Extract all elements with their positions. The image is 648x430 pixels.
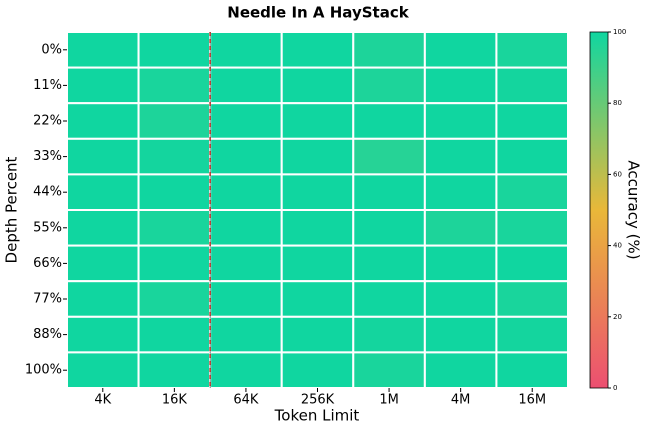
heatmap-cell	[137, 66, 212, 105]
colorbar-tick-label: 100	[613, 28, 626, 36]
heatmap-cell	[423, 66, 498, 105]
heatmap-cell	[495, 280, 569, 318]
heatmap-cell	[423, 209, 498, 247]
heatmap-cell	[352, 315, 426, 354]
heatmap-cell	[352, 102, 426, 140]
heatmap-cell	[352, 173, 426, 211]
heatmap-cell	[495, 66, 569, 105]
heatmap-cell	[137, 137, 212, 176]
heatmap-cell	[423, 31, 498, 69]
heatmap-cell	[352, 351, 426, 389]
x-tick-label: 64K	[233, 393, 259, 408]
heatmap-cell	[137, 280, 212, 318]
y-tick-label: 55%	[33, 220, 62, 235]
heatmap-cell	[66, 280, 140, 318]
x-tick-label: 1M	[379, 393, 399, 408]
heatmap-cell	[66, 137, 140, 176]
y-tick-label: 77%	[33, 292, 62, 307]
y-tick-label: 44%	[33, 185, 62, 200]
heatmap-cell	[66, 244, 140, 283]
heatmap-cell	[280, 351, 355, 389]
heatmap-cell	[209, 244, 283, 283]
heatmap-cell	[137, 102, 212, 140]
heatmap-cell	[137, 209, 212, 247]
heatmap-cell	[495, 315, 569, 354]
heatmap-cell	[280, 173, 355, 211]
colorbar	[589, 31, 609, 389]
heatmap-cell	[352, 280, 426, 318]
heatmap-cell	[423, 351, 498, 389]
x-axis-label: Token Limit	[274, 407, 360, 425]
heatmap-cell	[66, 209, 140, 247]
heatmap-cell	[209, 315, 283, 354]
colorbar-label: Accuracy (%)	[625, 160, 643, 259]
heatmap-cell	[495, 351, 569, 389]
heatmap-cell	[352, 244, 426, 283]
heatmap-cell	[280, 66, 355, 105]
heatmap-cell	[495, 209, 569, 247]
colorbar-tick-label: 20	[613, 313, 622, 321]
heatmap-cell	[137, 315, 212, 354]
heatmap-cell	[423, 102, 498, 140]
colorbar-tick-label: 60	[613, 170, 622, 178]
colorbar-tick-label: 40	[613, 242, 622, 250]
heatmap-cell	[495, 244, 569, 283]
y-tick-label: 100%	[25, 363, 62, 378]
x-tick-label: 4M	[451, 393, 471, 408]
heatmap-cell	[280, 102, 355, 140]
heatmap-cell	[280, 137, 355, 176]
heatmap-cell	[352, 209, 426, 247]
heatmap-cell	[137, 244, 212, 283]
heatmap-cell	[280, 315, 355, 354]
chart-title: Needle In A HayStack	[227, 4, 409, 22]
heatmap-cell	[423, 315, 498, 354]
heatmap-cell	[423, 280, 498, 318]
heatmap-cell	[66, 173, 140, 211]
y-tick-label: 0%	[41, 42, 62, 57]
heatmap-cell	[209, 66, 283, 105]
heatmap-cell	[66, 315, 140, 354]
heatmap-cell	[280, 280, 355, 318]
heatmap-cell	[495, 173, 569, 211]
heatmap-cell	[137, 173, 212, 211]
heatmap-cell	[280, 209, 355, 247]
x-tick-label: 16M	[518, 393, 546, 408]
y-tick-label: 66%	[33, 256, 62, 271]
y-tick-label: 11%	[33, 78, 62, 93]
heatmap-cell	[495, 137, 569, 176]
x-tick-label: 16K	[162, 393, 188, 408]
x-tick-label: 4K	[94, 393, 111, 408]
heatmap-cell	[280, 31, 355, 69]
heatmap-cell	[66, 351, 140, 389]
heatmap-cell	[495, 102, 569, 140]
heatmap-cell	[423, 244, 498, 283]
heatmap-cell	[137, 351, 212, 389]
heatmap-cell	[280, 244, 355, 283]
heatmap-cell	[209, 280, 283, 318]
heatmap-cell	[209, 31, 283, 69]
heatmap-cell	[352, 66, 426, 105]
heatmap-cell	[423, 173, 498, 211]
x-tick-label: 256K	[301, 393, 335, 408]
heatmap-cell	[423, 137, 498, 176]
heatmap-cell	[352, 137, 426, 176]
heatmap-cell	[209, 209, 283, 247]
heatmap-cell	[495, 31, 569, 69]
heatmap-cell	[209, 137, 283, 176]
y-tick-label: 33%	[33, 149, 62, 164]
heatmap-cell	[66, 102, 140, 140]
heatmap-cell	[352, 31, 426, 69]
colorbar-tick-label: 80	[613, 99, 622, 107]
colorbar-tick-label: 0	[613, 384, 617, 392]
heatmap-cell	[209, 351, 283, 389]
y-tick-label: 22%	[33, 114, 62, 129]
y-axis-label: Depth Percent	[3, 156, 21, 263]
y-tick-label: 88%	[33, 327, 62, 342]
heatmap-cell	[209, 173, 283, 211]
heatmap-cell	[66, 31, 140, 69]
heatmap-cell	[137, 31, 212, 69]
heatmap-cell	[209, 102, 283, 140]
heatmap-cell	[66, 66, 140, 105]
